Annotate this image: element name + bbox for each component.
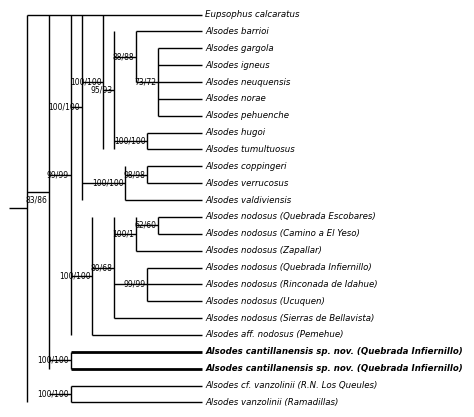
Text: Alsodes vanzolinii (Ramadillas): Alsodes vanzolinii (Ramadillas) — [205, 398, 338, 407]
Text: Alsodes gargola: Alsodes gargola — [205, 44, 273, 53]
Text: Alsodes nodosus (Quebrada Infiernillo): Alsodes nodosus (Quebrada Infiernillo) — [205, 263, 372, 272]
Text: 98/98: 98/98 — [124, 170, 146, 179]
Text: Alsodes valdiviensis: Alsodes valdiviensis — [205, 196, 292, 205]
Text: Alsodes nodosus (Zapallar): Alsodes nodosus (Zapallar) — [205, 246, 322, 255]
Text: 80/68: 80/68 — [91, 263, 113, 272]
Text: 100/100: 100/100 — [48, 103, 80, 112]
Text: Alsodes norae: Alsodes norae — [205, 94, 266, 103]
Text: Alsodes igneus: Alsodes igneus — [205, 60, 270, 70]
Text: Alsodes neuquensis: Alsodes neuquensis — [205, 78, 291, 87]
Text: 100/100: 100/100 — [59, 271, 91, 281]
Text: Alsodes nodosus (Camino a El Yeso): Alsodes nodosus (Camino a El Yeso) — [205, 229, 360, 238]
Text: 99/99: 99/99 — [123, 280, 146, 289]
Text: Alsodes hugoi: Alsodes hugoi — [205, 128, 265, 137]
Text: 88/88: 88/88 — [113, 52, 135, 61]
Text: Alsodes cantillanensis sp. nov. (Quebrada Infiernillo): Alsodes cantillanensis sp. nov. (Quebrad… — [205, 364, 463, 373]
Text: 73/72: 73/72 — [134, 78, 156, 87]
Text: Alsodes tumultuosus: Alsodes tumultuosus — [205, 145, 295, 154]
Text: Alsodes pehuenche: Alsodes pehuenche — [205, 111, 289, 120]
Text: 100/100: 100/100 — [114, 136, 146, 146]
Text: 100/100: 100/100 — [37, 356, 69, 365]
Text: Alsodes nodosus (Quebrada Escobares): Alsodes nodosus (Quebrada Escobares) — [205, 212, 376, 221]
Text: Alsodes cantillanensis sp. nov. (Quebrada Infiernillo): Alsodes cantillanensis sp. nov. (Quebrad… — [205, 347, 463, 357]
Text: 62/60: 62/60 — [134, 221, 156, 230]
Text: Alsodes aff. nodosus (Pemehue): Alsodes aff. nodosus (Pemehue) — [205, 330, 344, 339]
Text: Alsodes nodosus (Sierras de Bellavista): Alsodes nodosus (Sierras de Bellavista) — [205, 314, 374, 323]
Text: Alsodes cf. vanzolinii (R.N. Los Queules): Alsodes cf. vanzolinii (R.N. Los Queules… — [205, 381, 377, 390]
Text: Eupsophus calcaratus: Eupsophus calcaratus — [205, 10, 300, 19]
Text: Alsodes coppingeri: Alsodes coppingeri — [205, 162, 287, 171]
Text: 100/1: 100/1 — [113, 229, 135, 238]
Text: 83/86: 83/86 — [25, 196, 47, 205]
Text: 100/100: 100/100 — [37, 389, 69, 399]
Text: 100/100: 100/100 — [70, 78, 101, 87]
Text: Alsodes nodosus (Ucuquen): Alsodes nodosus (Ucuquen) — [205, 297, 325, 306]
Text: 100/100: 100/100 — [92, 179, 124, 188]
Text: 99/99: 99/99 — [47, 170, 69, 179]
Text: Alsodes nodosus (Rinconada de Idahue): Alsodes nodosus (Rinconada de Idahue) — [205, 280, 378, 289]
Text: Alsodes verrucosus: Alsodes verrucosus — [205, 179, 289, 188]
Text: 95/93: 95/93 — [91, 86, 113, 95]
Text: Alsodes barrioi: Alsodes barrioi — [205, 27, 269, 36]
